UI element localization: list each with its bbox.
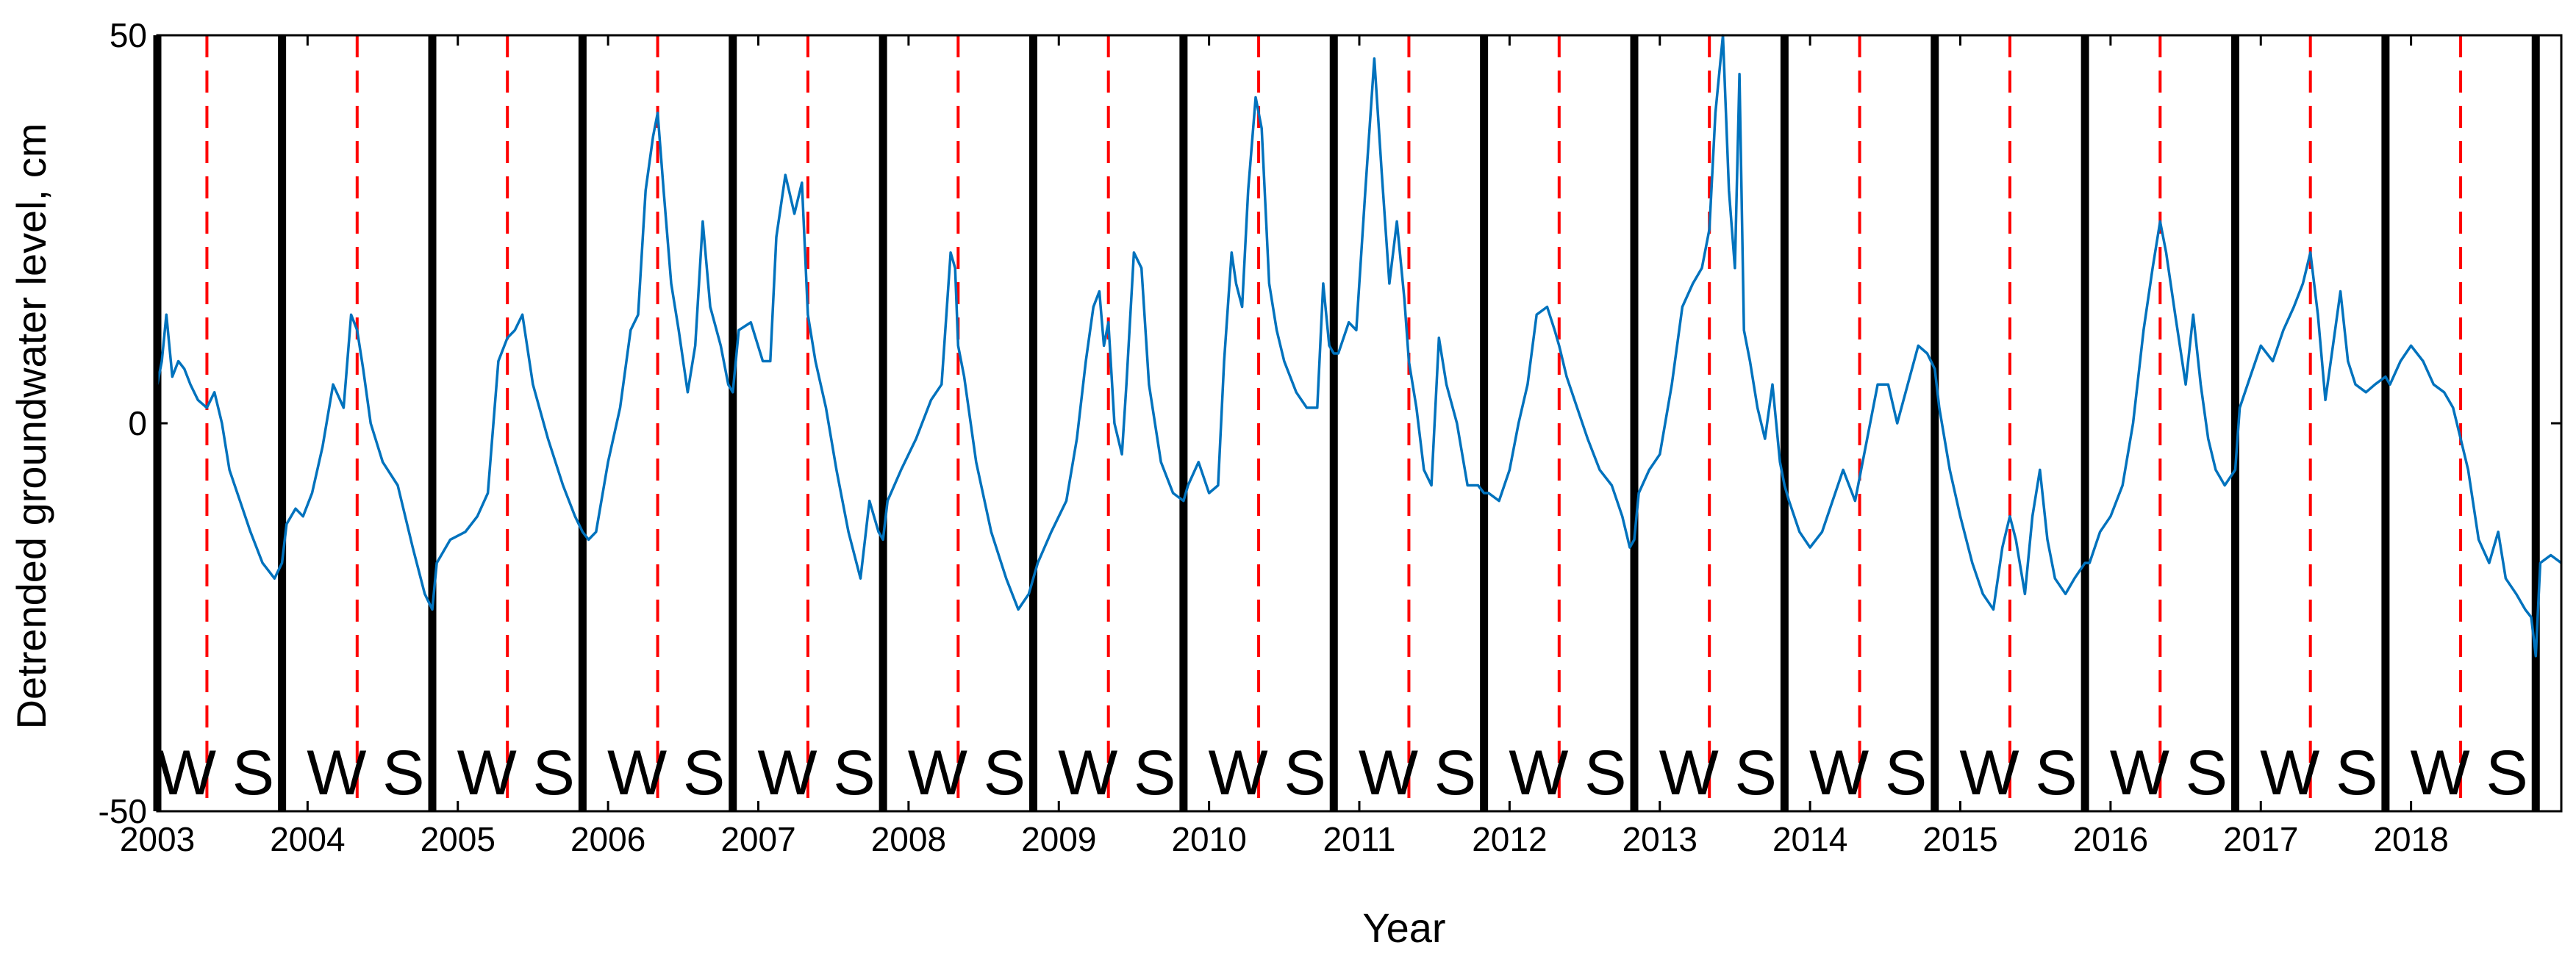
winter-label: W <box>2260 738 2319 808</box>
summer-label: S <box>984 738 1026 808</box>
x-tick-label: 2015 <box>1922 820 1997 858</box>
summer-label: S <box>1134 738 1176 808</box>
x-tick-label: 2006 <box>570 820 645 858</box>
x-tick-label: 2005 <box>421 820 495 858</box>
winter-label: W <box>457 738 517 808</box>
winter-label: W <box>1809 738 1869 808</box>
winter-label: W <box>908 738 967 808</box>
winter-label: W <box>2110 738 2169 808</box>
y-tick-label: -50 <box>99 792 147 830</box>
x-tick-label: 2012 <box>1472 820 1547 858</box>
series-layer <box>156 34 2563 658</box>
plot-area <box>157 35 2561 811</box>
winter-label: W <box>1058 738 1117 808</box>
summer-label: S <box>1735 738 1777 808</box>
x-tick-label: 2013 <box>1622 820 1697 858</box>
winter-label: W <box>1509 738 1568 808</box>
x-axis-ticks: 2003 2004 2005 2006 2007 2008 2009 2010 2011 2012… <box>120 35 2449 858</box>
summer-label: S <box>683 738 725 808</box>
summer-label: S <box>833 738 875 808</box>
x-tick-label: 2004 <box>270 820 345 858</box>
x-axis-title: Year <box>1362 905 1445 951</box>
x-tick-label: 2003 <box>120 820 195 858</box>
x-tick-label: 2016 <box>2073 820 2148 858</box>
plot-background <box>157 35 2561 811</box>
y-axis-title: Detrended groundwater level, cm <box>8 123 54 730</box>
groundwater-series-line <box>156 34 2563 658</box>
winter-label: W <box>307 738 366 808</box>
y-axis-ticks: -50 0 50 <box>99 16 2561 830</box>
winter-label: W <box>1959 738 2019 808</box>
x-tick-label: 2010 <box>1171 820 1246 858</box>
summer-label: S <box>1584 738 1626 808</box>
winter-label: W <box>1208 738 1267 808</box>
x-tick-label: 2011 <box>1323 820 1396 858</box>
x-tick-label: 2017 <box>2223 820 2298 858</box>
winter-label: W <box>757 738 817 808</box>
mid-year-dashed-lines <box>205 35 2463 811</box>
summer-label: S <box>232 738 274 808</box>
winter-label: W <box>607 738 667 808</box>
x-tick-label: 2007 <box>720 820 795 858</box>
y-tick-label: 50 <box>110 16 147 54</box>
x-tick-label: 2014 <box>1772 820 1847 858</box>
x-tick-label: 2018 <box>2373 820 2448 858</box>
y-tick-label: 0 <box>128 404 147 442</box>
summer-label: S <box>2486 738 2527 808</box>
summer-label: S <box>1434 738 1476 808</box>
summer-label: S <box>2186 738 2228 808</box>
winter-label: W <box>157 738 216 808</box>
summer-label: S <box>2035 738 2077 808</box>
summer-label: S <box>2336 738 2378 808</box>
x-tick-label: 2009 <box>1021 820 1096 858</box>
x-tick-label: 2008 <box>871 820 946 858</box>
summer-label: S <box>1885 738 1927 808</box>
winter-label: W <box>1359 738 1418 808</box>
summer-label: S <box>533 738 575 808</box>
winter-label: W <box>2410 738 2469 808</box>
summer-label: S <box>1284 738 1325 808</box>
season-boundary-lines <box>153 35 2540 811</box>
winter-label: W <box>1659 738 1719 808</box>
summer-label: S <box>382 738 424 808</box>
